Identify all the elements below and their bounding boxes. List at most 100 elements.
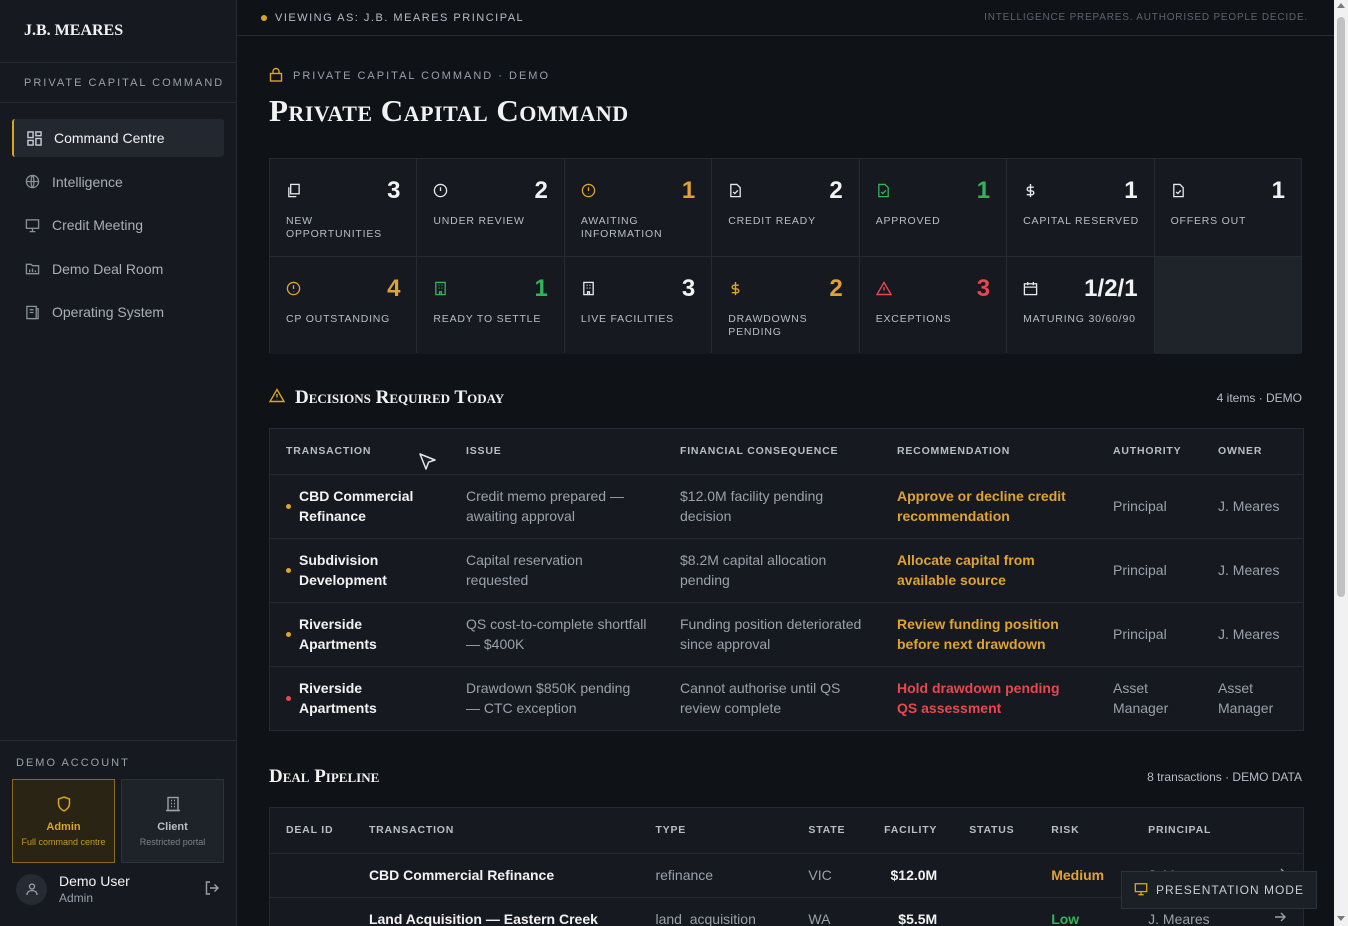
table-header-row: DEAL ID TRANSACTION TYPE STATE FACILITY … [270,808,1303,854]
kpi-card-exceptions[interactable]: 3 EXCEPTIONS [859,257,1007,354]
transaction-name[interactable]: Land Acquisition — Eastern Creek [352,897,640,926]
kpi-card-approved[interactable]: 1 APPROVED [859,159,1007,256]
authority-cell: Principal [1097,538,1202,603]
kpi-card-offers-out[interactable]: 1 OFFERS OUT [1154,159,1301,256]
column-header[interactable]: STATUS [953,808,1036,854]
kpi-value: 1 [681,177,696,204]
column-header[interactable]: PRINCIPAL [1132,808,1303,854]
dollar-icon [1023,183,1038,198]
viewing-as-indicator: VIEWING AS: J.B. MEARES PRINCIPAL [261,12,524,24]
kpi-card-maturing-30-60-90[interactable]: 1/2/1 MATURING 30/60/90 [1007,257,1154,354]
clock-icon [433,183,448,198]
page-scrollbar[interactable] [1334,0,1348,926]
column-header[interactable]: STATE [792,808,862,854]
column-header[interactable]: OWNER [1202,429,1303,475]
facility-cell: $12.0M [861,853,954,898]
kpi-value: 1 [1271,177,1285,204]
table-row[interactable]: CBD Commercial Refinance Credit memo prep… [270,474,1303,539]
kpi-card-new-opportunities[interactable]: 3 NEW OPPORTUNITIES [270,159,417,256]
column-header[interactable]: ISSUE [450,429,664,475]
kpi-label: EXCEPTIONS [875,313,952,325]
logout-icon[interactable] [204,880,220,899]
role-switcher: Admin Full command centre Client Restric… [12,779,224,863]
kpi-card-cp-outstanding[interactable]: 4 CP OUTSTANDING [270,257,417,354]
kpi-card-capital-reserved[interactable]: 1 CAPITAL RESERVED [1007,159,1154,256]
dollar-icon [728,281,743,296]
type-cell: refinance [639,853,793,898]
alert-circle-icon [581,183,596,198]
scroll-down-arrow-icon[interactable] [1337,916,1345,921]
table-row[interactable]: Riverside Apartments QS cost-to-complete … [270,602,1303,667]
transaction-name[interactable]: CBD Commercial Refinance [352,853,640,898]
kpi-value: 1 [976,177,991,204]
column-header[interactable]: TYPE [639,808,793,854]
kpi-label: LIVE FACILITIES [580,313,674,325]
risk-badge: Medium [1035,853,1133,898]
user-role: Admin [59,891,94,905]
transaction-name[interactable]: Subdivision Development [299,552,387,588]
status-cell [953,897,1036,926]
sidebar-item-demo-deal-room[interactable]: Demo Deal Room [12,250,224,288]
state-cell: VIC [792,853,862,898]
kpi-label: MATURING 30/60/90 [1023,313,1136,325]
sidebar-item-intelligence[interactable]: Intelligence [12,163,224,201]
column-header[interactable]: AUTHORITY [1097,429,1202,475]
scroll-thumb[interactable] [1337,17,1345,597]
copy-icon [286,183,301,198]
kpi-card-awaiting-information[interactable]: 1 AWAITING INFORMATION [564,159,712,256]
role-admin-button[interactable]: Admin Full command centre [12,779,115,863]
column-header[interactable]: TRANSACTION [352,808,640,854]
column-header[interactable]: FACILITY [861,808,954,854]
pipeline-header: Deal Pipeline 8 transactions · DEMO DATA [269,766,1302,788]
arrow-right-icon[interactable] [1273,909,1287,926]
table-row[interactable]: Land Acquisition — Eastern Creek land_acq… [270,897,1303,926]
transaction-name[interactable]: Riverside Apartments [299,616,377,652]
recommendation-cell: Allocate capital from available source [881,538,1097,603]
user-profile: Demo User Admin [16,873,220,905]
kpi-grid: 3 NEW OPPORTUNITIES 2 UNDER REVIEW 1 AWAITING… [269,158,1302,354]
decisions-header: Decisions Required Today 4 items · DEMO [268,387,1302,409]
transaction-name[interactable]: Riverside Apartments [299,680,377,717]
column-header[interactable]: TRANSACTION [270,429,450,475]
brand-logo[interactable]: J.B. MEARES [0,0,236,63]
column-header[interactable]: RISK [1035,808,1133,854]
kpi-label: APPROVED [875,215,941,227]
lock-icon [269,67,283,85]
issue-cell: Capital reservation requested [450,538,664,603]
transaction-name[interactable]: CBD Commercial Refinance [299,488,414,524]
sidebar-item-command-centre[interactable]: Command Centre [12,119,224,157]
file-check-icon [876,183,891,198]
sidebar-item-operating-system[interactable]: Operating System [12,293,224,331]
book-icon [24,304,40,320]
role-name: Client [157,820,188,833]
sidebar-item-credit-meeting[interactable]: Credit Meeting [12,206,224,244]
deal-id-cell [270,853,353,898]
recommendation-cell: Review funding position before next draw… [881,602,1097,667]
globe-icon [24,174,40,190]
table-row[interactable]: Subdivision Development Capital reservati… [270,538,1303,603]
kpi-value: 2 [829,275,843,302]
recommendation-cell: Approve or decline credit recommendation [881,474,1097,539]
kpi-card-drawdowns-pending[interactable]: 2 DRAWDOWNS PENDING [712,257,859,354]
presentation-mode-button[interactable]: PRESENTATION MODE [1121,871,1317,909]
column-header[interactable]: RECOMMENDATION [881,429,1097,475]
authority-cell: Principal [1097,474,1202,539]
role-desc: Full command centre [21,836,106,847]
kpi-empty-cell [1154,257,1301,354]
column-header[interactable]: FINANCIAL CONSEQUENCE [664,429,881,475]
kpi-value: 3 [387,177,401,204]
pipeline-meta: 8 transactions · DEMO DATA [1147,770,1302,784]
decisions-meta: 4 items · DEMO [1216,391,1302,405]
column-header[interactable]: DEAL ID [270,808,353,854]
sidebar-item-label: Command Centre [54,130,165,146]
scroll-up-arrow-icon[interactable] [1337,3,1345,8]
status-dot [286,503,291,509]
page-eyebrow-text: PRIVATE CAPITAL COMMAND · DEMO [293,70,550,82]
kpi-card-credit-ready[interactable]: 2 CREDIT READY [712,159,859,256]
kpi-label: DRAWDOWNS PENDING [728,313,808,338]
table-row[interactable]: Riverside Apartments Drawdown $850K pendi… [270,666,1303,730]
role-client-button[interactable]: Client Restricted portal [121,779,224,863]
kpi-card-under-review[interactable]: 2 UNDER REVIEW [417,159,564,256]
kpi-card-live-facilities[interactable]: 3 LIVE FACILITIES [564,257,712,354]
kpi-card-ready-to-settle[interactable]: 1 READY TO SETTLE [417,257,564,354]
